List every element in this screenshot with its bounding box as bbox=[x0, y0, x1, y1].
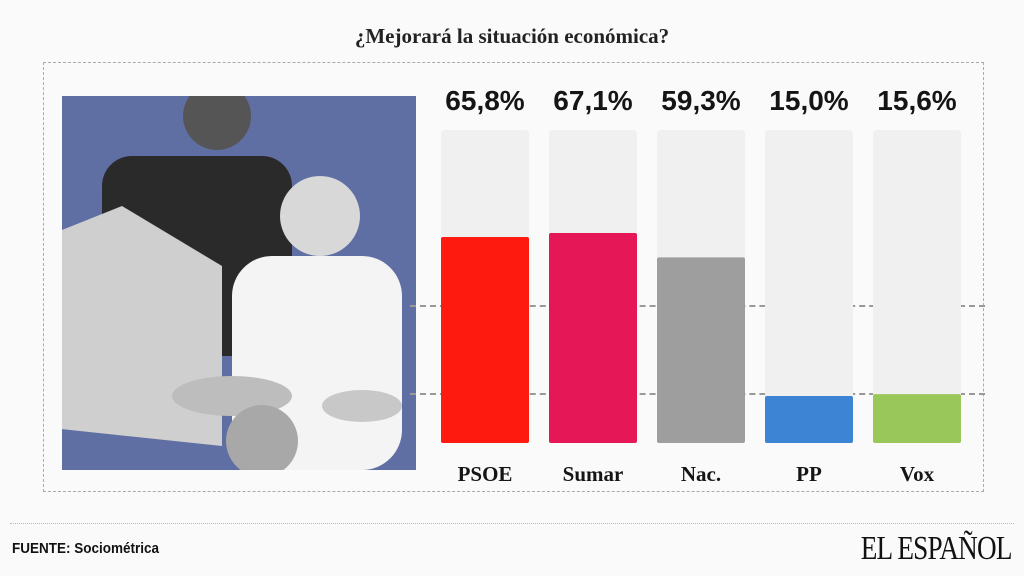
value-label: 65,8% bbox=[445, 85, 524, 116]
brand-logo: EL ESPAÑOL bbox=[861, 530, 1013, 567]
bar-vox bbox=[873, 394, 961, 443]
category-label: Vox bbox=[900, 462, 935, 486]
bar-pp bbox=[765, 396, 853, 443]
category-label: PP bbox=[796, 462, 822, 486]
bar-track bbox=[873, 130, 961, 443]
chart-title: ¿Mejorará la situación económica? bbox=[354, 24, 670, 48]
value-label: 59,3% bbox=[661, 85, 740, 116]
bar-sumar bbox=[549, 232, 637, 443]
category-label: Sumar bbox=[563, 462, 624, 486]
value-label: 67,1% bbox=[553, 85, 632, 116]
bar-nac bbox=[657, 257, 745, 443]
category-label: PSOE bbox=[458, 462, 513, 486]
illustration-figures bbox=[62, 96, 402, 470]
chart-frame bbox=[43, 62, 984, 492]
value-label: 15,0% bbox=[769, 85, 848, 116]
bar-psoe bbox=[441, 237, 529, 443]
source-text: FUENTE: Sociométrica bbox=[12, 540, 160, 557]
illustration-photo bbox=[62, 96, 416, 470]
footer-divider bbox=[10, 523, 1014, 524]
bar-track bbox=[765, 130, 853, 443]
value-label: 15,6% bbox=[877, 85, 956, 116]
category-label: Nac. bbox=[681, 462, 721, 486]
